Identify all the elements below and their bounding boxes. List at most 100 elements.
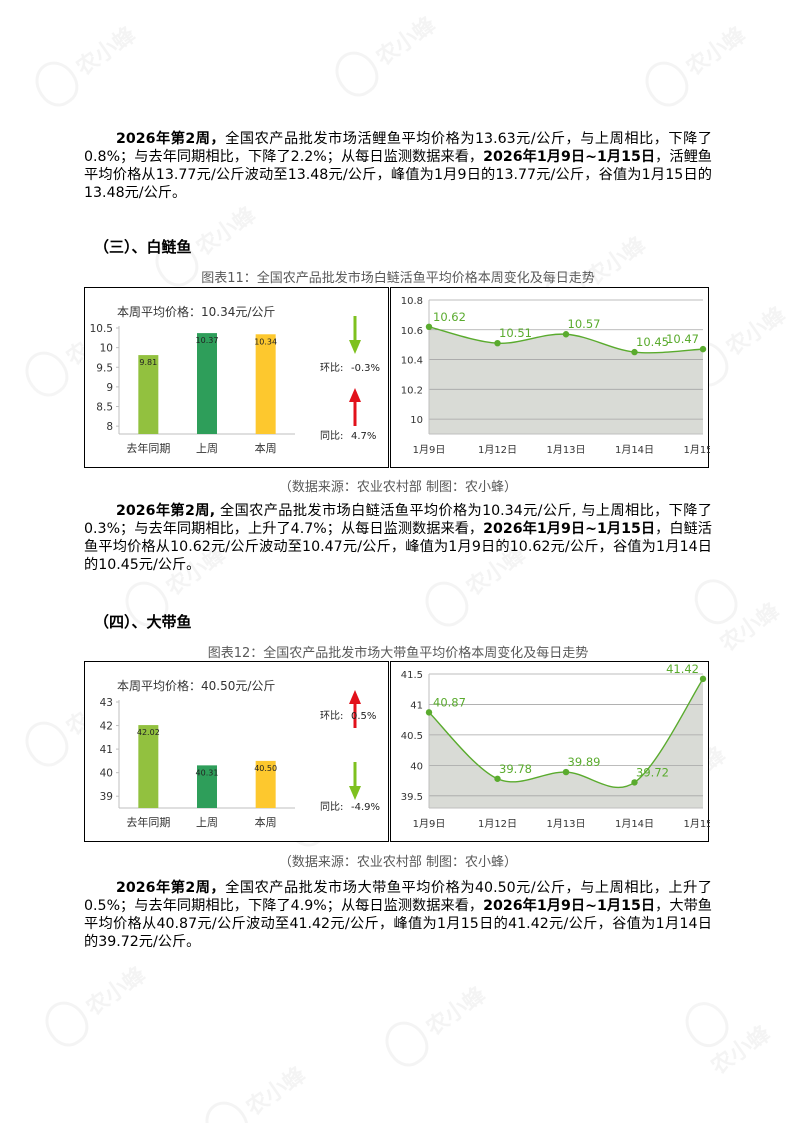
chart-title: 本周平均价格：40.50元/公斤 <box>117 678 275 693</box>
watermark-text: 农小蜂 <box>422 982 491 1042</box>
silver-carp-daily-svg: 10 10.2 10.4 10.6 10.8 10.62 1月9日 10.51 1月12日 10.… <box>401 296 710 456</box>
data-point <box>494 339 501 347</box>
bee-logo-icon <box>36 993 97 1054</box>
watermark-text: 农小蜂 <box>192 202 261 262</box>
bee-logo-icon <box>196 1093 257 1123</box>
watermark-mark: 农小蜂 <box>326 2 445 104</box>
data-point <box>699 675 707 683</box>
bee-logo-icon <box>636 53 697 114</box>
arrow-down-icon <box>349 340 361 354</box>
indicator-value: 0.5% <box>351 711 376 722</box>
data-point <box>699 345 707 353</box>
y-tick-label: 10.5 <box>90 323 113 335</box>
silver-carp-paragraph: 2026年第2周, 全国农产品批发市场白鲢活鱼平均价格为10.34元/公斤, 与… <box>84 503 712 573</box>
arrow-up-shaft <box>353 702 357 728</box>
y-tick-label: 40.5 <box>401 731 423 742</box>
watermark-text: 农小蜂 <box>715 598 785 658</box>
x-tick-label: 1月13日 <box>546 818 585 830</box>
arrow-up-shaft <box>353 400 357 426</box>
data-label: 10.45 <box>636 335 669 349</box>
x-tick-label: 1月9日 <box>413 818 446 830</box>
x-tick-label: 上周 <box>196 816 218 829</box>
arrow-up-icon <box>349 690 361 704</box>
bee-logo-icon <box>686 571 746 632</box>
arrow-down-shaft <box>353 762 357 788</box>
bar <box>197 333 217 434</box>
watermark-mark: 农小蜂 <box>26 12 145 114</box>
y-tick-label: 39.5 <box>401 792 423 803</box>
y-tick-label: 43 <box>100 697 113 709</box>
data-point <box>425 323 433 330</box>
y-tick-label: 41 <box>410 700 423 711</box>
silver-carp-weekly-svg: 本周平均价格：10.34元/公斤 8 8.5 9 9.5 10 10.5 9.81 去年同期 10… <box>90 304 380 455</box>
chart-caption-12: 图表12：全国农产品批发市场大带鱼平均价格本周变化及每日走势 <box>207 646 589 661</box>
data-label: 10.57 <box>568 317 601 331</box>
x-tick-label: 1月12日 <box>478 818 517 830</box>
data-point <box>494 775 501 782</box>
watermark-mark: 农小蜂 <box>636 12 755 114</box>
x-tick-label: 1月12日 <box>478 444 517 456</box>
y-tick-label: 10 <box>410 415 423 426</box>
indicator-label: 环比: <box>320 362 343 374</box>
data-label: 10.47 <box>666 332 699 346</box>
data-point <box>562 331 570 338</box>
y-tick-label: 10 <box>100 343 113 355</box>
y-tick-label: 42 <box>100 721 113 733</box>
bee-logo-icon <box>16 343 77 404</box>
watermark-text: 农小蜂 <box>722 302 791 362</box>
x-tick-label: 上周 <box>196 442 218 455</box>
y-tick-label: 39 <box>100 791 113 803</box>
x-tick-label: 去年同期 <box>126 815 170 829</box>
area-fill <box>429 678 703 808</box>
x-tick-label: 1月14日 <box>615 444 654 456</box>
y-tick-label: 8 <box>106 421 113 433</box>
watermark-text: 农小蜂 <box>82 962 151 1022</box>
bar <box>197 765 217 808</box>
x-tick-label: 1月15日 <box>683 818 710 830</box>
bar-value-label: 10.37 <box>196 336 219 345</box>
bar <box>138 725 159 808</box>
bee-logo-icon <box>326 43 387 104</box>
x-tick-label: 本周 <box>255 815 277 829</box>
silver-carp-daily-chart: 10 10.2 10.4 10.6 10.8 10.62 1月9日 10.51 1月12日 10.… <box>390 287 710 468</box>
bar-value-label: 9.81 <box>139 358 157 367</box>
x-tick-label: 去年同期 <box>126 441 170 455</box>
x-tick-label: 1月15日 <box>683 444 710 456</box>
arrow-down-icon <box>349 786 361 800</box>
hairtail-paragraph: 2026年第2周，全国农产品批发市场大带鱼平均价格为40.50元/公斤，与上周相… <box>84 880 712 950</box>
x-tick-label: 1月13日 <box>546 444 585 456</box>
data-point <box>562 768 570 776</box>
watermark-mark: 农小蜂 <box>376 972 495 1074</box>
watermark-text: 农小蜂 <box>372 12 441 72</box>
watermark-mark: 农小蜂 <box>196 1052 315 1123</box>
y-tick-label: 40 <box>100 768 113 780</box>
bee-logo-icon <box>376 1013 437 1074</box>
watermark-mark: 农小蜂 <box>36 952 155 1054</box>
data-label: 39.72 <box>636 765 669 779</box>
bar-value-label: 40.31 <box>196 768 219 777</box>
y-tick-label: 10.6 <box>401 326 423 337</box>
indicator-label: 同比: <box>320 801 343 813</box>
arrow-down-shaft <box>353 316 357 342</box>
data-point <box>425 709 433 716</box>
data-label: 41.42 <box>666 662 699 676</box>
indicator-value: -0.3% <box>351 363 380 374</box>
bar-value-label: 40.50 <box>254 764 277 773</box>
carp-paragraph: 2026年第2周，全国农产品批发市场活鲤鱼平均价格为13.63元/公斤，与上周相… <box>84 131 712 201</box>
bee-logo-icon <box>677 993 737 1055</box>
source-note-11: （数据来源：农业农村部 制图：农小蜂） <box>278 480 518 495</box>
y-tick-label: 10.2 <box>401 385 423 396</box>
watermark-mark: 农小蜂 <box>677 957 794 1081</box>
indicator-label: 环比: <box>320 710 343 722</box>
x-tick-label: 本周 <box>255 441 277 455</box>
bee-logo-icon <box>16 713 77 774</box>
y-tick-label: 41 <box>100 744 113 756</box>
data-label: 10.62 <box>433 310 466 324</box>
watermark-text: 农小蜂 <box>72 22 141 82</box>
hairtail-weekly-chart: 本周平均价格：40.50元/公斤 39 40 41 42 43 42.02 去年同期 40.31… <box>84 661 389 842</box>
bar-value-label: 42.02 <box>137 728 160 737</box>
y-tick-label: 9.5 <box>96 362 113 374</box>
hairtail-weekly-svg: 本周平均价格：40.50元/公斤 39 40 41 42 43 42.02 去年同期 40.31… <box>100 678 380 829</box>
bee-logo-icon <box>26 53 87 114</box>
data-label: 10.51 <box>499 326 532 340</box>
